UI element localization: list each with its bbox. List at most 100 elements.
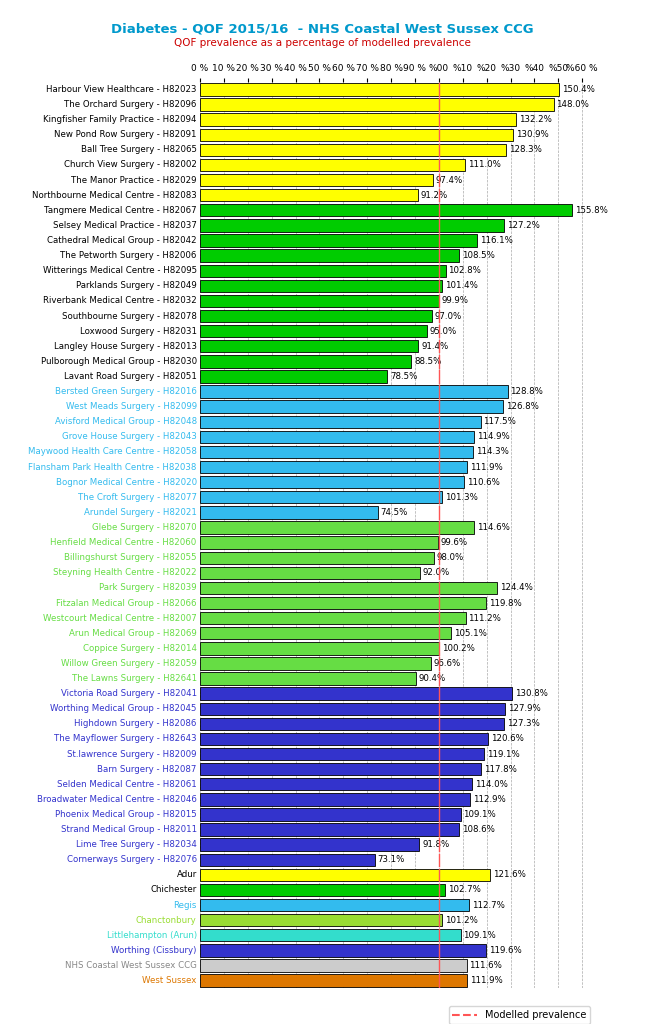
Bar <box>200 552 434 564</box>
Bar <box>200 914 442 927</box>
Text: Adur: Adur <box>177 870 197 880</box>
Text: Chanctonbury: Chanctonbury <box>136 915 197 925</box>
Text: 98.0%: 98.0% <box>437 553 464 562</box>
Bar <box>200 673 416 685</box>
Text: 97.0%: 97.0% <box>435 311 462 321</box>
Bar <box>200 718 504 730</box>
Bar <box>200 778 472 791</box>
Text: 109.1%: 109.1% <box>464 931 496 940</box>
Text: 114.3%: 114.3% <box>476 447 509 457</box>
Bar <box>200 627 451 639</box>
Text: 155.8%: 155.8% <box>575 206 608 215</box>
Text: 101.2%: 101.2% <box>444 915 477 925</box>
Bar <box>200 506 378 518</box>
Text: Victoria Road Surgery - H82041: Victoria Road Surgery - H82041 <box>61 689 197 698</box>
Text: Harbour View Healthcare - H82023: Harbour View Healthcare - H82023 <box>46 85 197 94</box>
Text: 91.8%: 91.8% <box>422 840 450 849</box>
Bar <box>200 476 464 488</box>
Bar <box>200 83 559 95</box>
Text: Loxwood Surgery - H82031: Loxwood Surgery - H82031 <box>80 327 197 336</box>
Text: Lime Tree Surgery - H82034: Lime Tree Surgery - H82034 <box>76 840 197 849</box>
Text: 120.6%: 120.6% <box>491 734 524 743</box>
Bar <box>200 733 488 745</box>
Text: Church View Surgery - H82002: Church View Surgery - H82002 <box>64 161 197 170</box>
Text: Southbourne Surgery - H82078: Southbourne Surgery - H82078 <box>62 311 197 321</box>
Bar <box>200 763 481 775</box>
Text: 95.0%: 95.0% <box>430 327 457 336</box>
Text: Strand Medical Group - H82011: Strand Medical Group - H82011 <box>61 825 197 835</box>
Text: Littlehampton (Arun): Littlehampton (Arun) <box>106 931 197 940</box>
Text: QOF prevalence as a percentage of modelled prevalence: QOF prevalence as a percentage of modell… <box>174 38 471 48</box>
Text: Westcourt Medical Centre - H82007: Westcourt Medical Centre - H82007 <box>43 613 197 623</box>
Text: 111.2%: 111.2% <box>468 613 501 623</box>
Text: Flansham Park Health Centre - H82038: Flansham Park Health Centre - H82038 <box>28 463 197 472</box>
Text: 132.2%: 132.2% <box>519 115 551 124</box>
Bar <box>200 612 466 625</box>
Text: 114.0%: 114.0% <box>475 779 508 788</box>
Text: Tangmere Medical Centre - H82067: Tangmere Medical Centre - H82067 <box>44 206 197 215</box>
Bar <box>200 280 442 292</box>
Bar <box>200 114 516 126</box>
Bar <box>200 143 506 156</box>
Bar <box>200 657 431 670</box>
Bar <box>200 566 420 579</box>
Text: Billingshurst Surgery - H82055: Billingshurst Surgery - H82055 <box>64 553 197 562</box>
Text: Coppice Surgery - H82014: Coppice Surgery - H82014 <box>83 644 197 653</box>
Text: Cathedral Medical Group - H82042: Cathedral Medical Group - H82042 <box>47 236 197 245</box>
Bar <box>200 537 438 549</box>
Text: 119.8%: 119.8% <box>489 598 522 607</box>
Text: 111.6%: 111.6% <box>470 961 502 970</box>
Bar <box>200 461 467 473</box>
Text: 91.4%: 91.4% <box>421 342 448 351</box>
Bar <box>200 219 504 231</box>
Text: 102.7%: 102.7% <box>448 886 481 895</box>
Bar <box>200 385 508 397</box>
Text: Fitzalan Medical Group - H82066: Fitzalan Medical Group - H82066 <box>56 598 197 607</box>
Text: 78.5%: 78.5% <box>390 372 418 381</box>
Bar <box>200 582 497 594</box>
Text: 111.0%: 111.0% <box>468 161 501 170</box>
Text: 148.0%: 148.0% <box>557 100 590 110</box>
Text: 150.4%: 150.4% <box>562 85 595 94</box>
Text: Worthing Medical Group - H82045: Worthing Medical Group - H82045 <box>50 705 197 714</box>
Text: 108.6%: 108.6% <box>462 825 495 835</box>
Text: Broadwater Medical Centre - H82046: Broadwater Medical Centre - H82046 <box>37 795 197 804</box>
Bar <box>200 642 439 654</box>
Text: Selden Medical Centre - H82061: Selden Medical Centre - H82061 <box>57 779 197 788</box>
Bar <box>200 854 375 866</box>
Text: 130.9%: 130.9% <box>515 130 548 139</box>
Text: Arundel Surgery - H82021: Arundel Surgery - H82021 <box>84 508 197 517</box>
Text: Cornerways Surgery - H82076: Cornerways Surgery - H82076 <box>66 855 197 864</box>
Text: 117.8%: 117.8% <box>484 765 517 774</box>
Bar <box>200 899 469 911</box>
Bar <box>200 159 465 171</box>
Text: 97.4%: 97.4% <box>435 175 462 184</box>
Text: 99.9%: 99.9% <box>441 296 468 305</box>
Bar <box>200 416 481 428</box>
Text: Worthing (Cissbury): Worthing (Cissbury) <box>112 946 197 955</box>
Text: 101.4%: 101.4% <box>445 282 478 291</box>
Bar <box>200 129 513 141</box>
Text: Ball Tree Surgery - H82065: Ball Tree Surgery - H82065 <box>81 145 197 155</box>
Bar <box>200 264 446 276</box>
Text: 124.4%: 124.4% <box>500 584 533 593</box>
Bar <box>200 929 461 941</box>
Bar <box>200 687 512 699</box>
Text: Diabetes - QOF 2015/16  - NHS Coastal West Sussex CCG: Diabetes - QOF 2015/16 - NHS Coastal Wes… <box>111 23 534 36</box>
Text: 116.1%: 116.1% <box>480 236 513 245</box>
Text: New Pond Row Surgery - H82091: New Pond Row Surgery - H82091 <box>54 130 197 139</box>
Text: NHS Coastal West Sussex CCG: NHS Coastal West Sussex CCG <box>65 961 197 970</box>
Bar <box>200 310 432 323</box>
Bar <box>200 371 388 383</box>
Bar <box>200 944 486 956</box>
Text: Pulborough Medical Group - H82030: Pulborough Medical Group - H82030 <box>41 356 197 366</box>
Text: The Lawns Surgery - H82641: The Lawns Surgery - H82641 <box>72 674 197 683</box>
Bar <box>200 355 412 368</box>
Text: 112.9%: 112.9% <box>473 795 505 804</box>
Text: Phoenix Medical Group - H82015: Phoenix Medical Group - H82015 <box>55 810 197 819</box>
Text: 110.6%: 110.6% <box>467 477 500 486</box>
Bar <box>200 521 473 534</box>
Text: 114.9%: 114.9% <box>477 432 510 441</box>
Bar <box>200 702 506 715</box>
Text: Riverbank Medical Centre - H82032: Riverbank Medical Centre - H82032 <box>43 296 197 305</box>
